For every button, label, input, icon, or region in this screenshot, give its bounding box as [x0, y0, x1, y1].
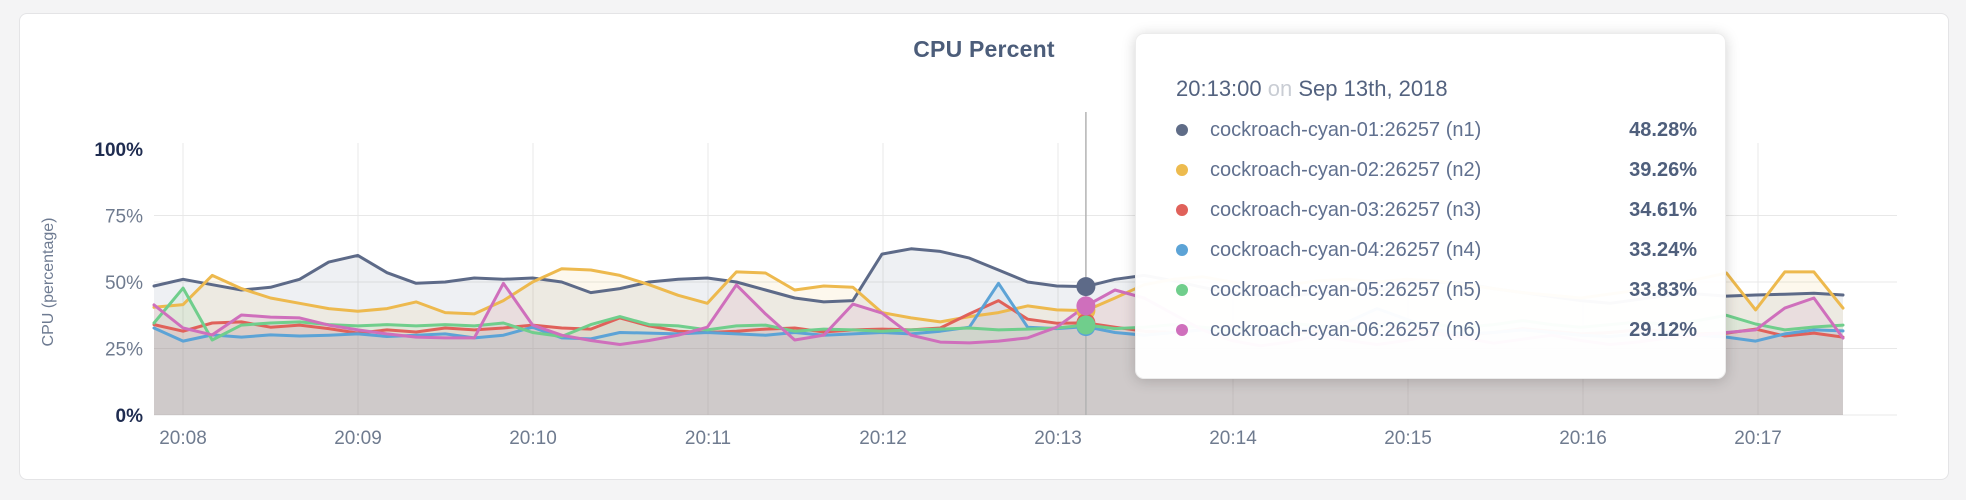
x-tick-label: 20:12	[859, 428, 907, 449]
hover-dot-n6	[1076, 296, 1096, 316]
series-color-dot-icon	[1176, 244, 1188, 256]
tooltip-series-name: cockroach-cyan-01:26257 (n1)	[1210, 118, 1482, 141]
series-area-n6	[154, 283, 1843, 415]
tooltip-series-name: cockroach-cyan-04:26257 (n4)	[1210, 238, 1482, 261]
tooltip-series-value: 29.12%	[1629, 318, 1697, 341]
series-color-dot-icon	[1176, 324, 1188, 336]
x-tick-label: 20:09	[334, 428, 382, 449]
tooltip-series-value: 33.83%	[1629, 278, 1697, 301]
series-color-dot-icon	[1176, 124, 1188, 136]
tooltip-series-value: 48.28%	[1629, 118, 1697, 141]
tooltip-conjunction: on	[1267, 76, 1293, 101]
tooltip-row: cockroach-cyan-06:26257 (n6) 29.12%	[1176, 310, 1697, 350]
series-color-dot-icon	[1176, 164, 1188, 176]
tooltip-row: cockroach-cyan-05:26257 (n5) 33.83%	[1176, 270, 1697, 310]
tooltip-row: cockroach-cyan-02:26257 (n2) 39.26%	[1176, 150, 1697, 190]
y-tick-label: 50%	[105, 273, 143, 294]
tooltip-row: cockroach-cyan-04:26257 (n4) 33.24%	[1176, 230, 1697, 270]
tooltip-series-name: cockroach-cyan-02:26257 (n2)	[1210, 158, 1482, 181]
x-tick-label: 20:11	[685, 428, 731, 449]
y-tick-label: 25%	[105, 340, 143, 361]
tooltip-series-value: 39.26%	[1629, 158, 1697, 181]
y-tick-label: 0%	[116, 406, 144, 427]
x-tick-label: 20:16	[1559, 428, 1607, 449]
series-area-n5	[154, 288, 1843, 415]
tooltip-series-value: 33.24%	[1629, 238, 1697, 261]
tooltip-series-name: cockroach-cyan-05:26257 (n5)	[1210, 278, 1482, 301]
tooltip-rows: cockroach-cyan-01:26257 (n1) 48.28% cockro…	[1176, 110, 1697, 350]
y-tick-label: 100%	[94, 140, 143, 161]
tooltip-series-name: cockroach-cyan-06:26257 (n6)	[1210, 318, 1482, 341]
series-area-n4	[154, 283, 1843, 415]
hover-dot-n5	[1076, 315, 1096, 335]
x-tick-label: 20:17	[1734, 428, 1782, 449]
x-tick-label: 20:08	[159, 428, 207, 449]
tooltip-date: Sep 13th, 2018	[1298, 76, 1448, 101]
x-tick-label: 20:13	[1034, 428, 1082, 449]
x-tick-label: 20:14	[1209, 428, 1257, 449]
tooltip-time: 20:13:00	[1176, 76, 1262, 101]
series-color-dot-icon	[1176, 284, 1188, 296]
tooltip-row: cockroach-cyan-01:26257 (n1) 48.28%	[1176, 110, 1697, 150]
y-tick-label: 75%	[105, 207, 143, 228]
series-color-dot-icon	[1176, 204, 1188, 216]
hover-dot-n1	[1076, 277, 1096, 297]
x-tick-label: 20:15	[1384, 428, 1432, 449]
x-tick-label: 20:10	[509, 428, 557, 449]
tooltip-series-name: cockroach-cyan-03:26257 (n3)	[1210, 198, 1482, 221]
tooltip-header: 20:13:00 on Sep 13th, 2018	[1176, 74, 1697, 110]
tooltip-series-value: 34.61%	[1629, 198, 1697, 221]
tooltip-row: cockroach-cyan-03:26257 (n3) 34.61%	[1176, 190, 1697, 230]
chart-title: CPU Percent	[913, 36, 1055, 62]
hover-tooltip: 20:13:00 on Sep 13th, 2018 cockroach-cya…	[1135, 33, 1726, 379]
